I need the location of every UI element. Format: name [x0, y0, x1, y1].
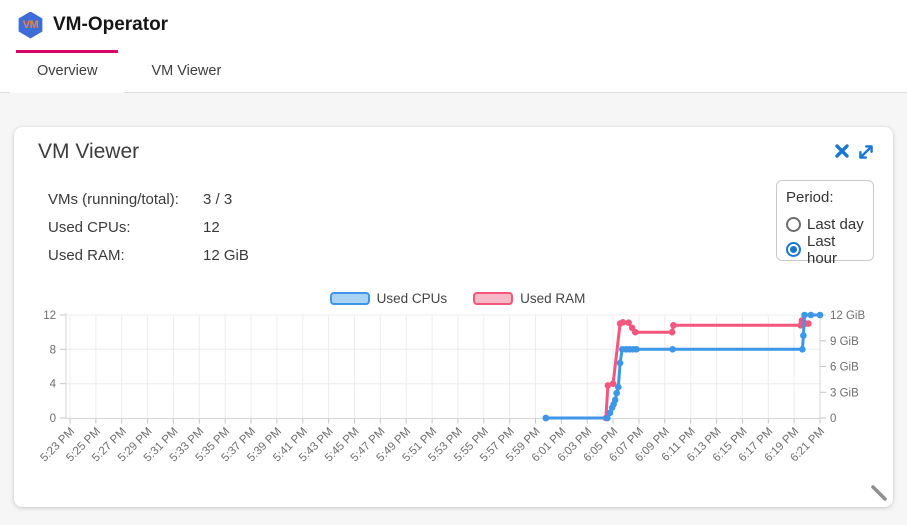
- y-left-label: 8: [50, 344, 56, 356]
- period-option-last-hour-label: Last hour: [807, 232, 838, 267]
- stat-used-ram: Used RAM: 12 GiB: [48, 241, 249, 269]
- series-point-used-cpus: [611, 396, 619, 404]
- period-label: Period:: [786, 189, 834, 206]
- y-left-label: 4: [50, 379, 57, 391]
- series-point-used-cpus: [616, 359, 624, 367]
- series-point-used-ram: [668, 328, 676, 336]
- series-point-used-cpus: [615, 383, 622, 391]
- app-header: VM VM-Operator: [0, 0, 907, 50]
- series-point-used-cpus: [542, 414, 550, 422]
- series-point-used-cpus: [606, 409, 614, 417]
- stat-used-ram-label: Used RAM:: [48, 246, 125, 264]
- y-right-label: 6 GiB: [830, 362, 859, 374]
- resize-handle-icon[interactable]: [869, 483, 889, 503]
- y-left-label: 12: [43, 310, 56, 322]
- radio-checked-icon: [786, 242, 801, 257]
- vm-viewer-panel: VM Viewer VMs (running/total): 3 / 3 Use…: [14, 127, 893, 507]
- chart-legend: Used CPUs Used RAM: [30, 290, 885, 306]
- stat-used-cpus-value: 12: [203, 218, 220, 236]
- series-point-used-ram: [670, 322, 677, 329]
- stat-used-ram-value: 12 GiB: [203, 246, 249, 264]
- period-option-last-hour[interactable]: Last hour: [786, 233, 864, 267]
- expand-icon[interactable]: [857, 143, 875, 161]
- y-right-label: 9 GiB: [830, 336, 859, 348]
- series-point-used-cpus: [669, 346, 676, 353]
- y-right-label: 12 GiB: [830, 310, 865, 322]
- series-point-used-cpus: [800, 332, 807, 339]
- series-point-used-cpus: [807, 311, 815, 319]
- tab-bar: Overview VM Viewer: [0, 50, 907, 93]
- period-option-last-day[interactable]: Last day: [786, 212, 864, 237]
- series-point-used-cpus: [613, 389, 620, 397]
- stat-vms-label: VMs (running/total):: [48, 190, 179, 208]
- series-point-used-cpus: [816, 311, 824, 319]
- series-line-used-ram: [544, 319, 810, 420]
- stat-used-cpus-label: Used CPUs:: [48, 218, 131, 236]
- panel-header-icons: [834, 143, 875, 161]
- stat-vms-value: 3 / 3: [203, 190, 233, 208]
- series-point-used-cpus: [799, 346, 806, 353]
- series-point-used-cpus: [801, 311, 808, 319]
- legend-swatch-used-ram: [473, 291, 514, 305]
- legend-item-used-cpus[interactable]: Used CPUs: [329, 290, 448, 306]
- radio-unchecked-icon: [786, 217, 801, 232]
- period-option-last-day-label: Last day: [807, 216, 864, 233]
- series-point-used-ram: [632, 328, 639, 336]
- close-icon[interactable]: [834, 143, 850, 159]
- y-right-label: 3 GiB: [830, 387, 859, 399]
- legend-label-used-cpus: Used CPUs: [376, 290, 448, 306]
- stats-list: VMs (running/total): 3 / 3 Used CPUs: 12…: [48, 185, 249, 269]
- series-point-used-ram: [805, 320, 812, 327]
- legend-label-used-ram: Used RAM: [520, 290, 586, 306]
- tab-vm-viewer[interactable]: VM Viewer: [151, 63, 222, 79]
- legend-item-used-ram[interactable]: Used RAM: [473, 291, 585, 306]
- vm-logo-hexagon-icon: VM: [18, 11, 43, 39]
- series-point-used-cpus: [633, 346, 640, 353]
- stat-vms: VMs (running/total): 3 / 3: [48, 185, 249, 213]
- logo-text: VM: [22, 19, 39, 31]
- series-point-used-cpus: [604, 414, 611, 422]
- period-box: Period: Last day Last hour: [776, 180, 874, 267]
- usage-chart: 5:23 PM5:25 PM5:27 PM5:29 PM5:31 PM5:33 …: [38, 310, 865, 464]
- tab-overview[interactable]: Overview: [10, 50, 125, 93]
- series-point-used-ram: [609, 380, 617, 387]
- series-point-used-ram: [619, 319, 627, 326]
- y-right-label: 0: [830, 413, 836, 425]
- app-title: VM-Operator: [53, 14, 169, 35]
- stat-used-cpus: Used CPUs: 12: [48, 213, 249, 241]
- series-point-used-ram: [625, 319, 632, 326]
- series-point-used-ram: [604, 382, 612, 389]
- y-left-label: 0: [50, 413, 56, 425]
- legend-swatch-used-cpus: [329, 291, 370, 305]
- panel-title: VM Viewer: [38, 140, 140, 163]
